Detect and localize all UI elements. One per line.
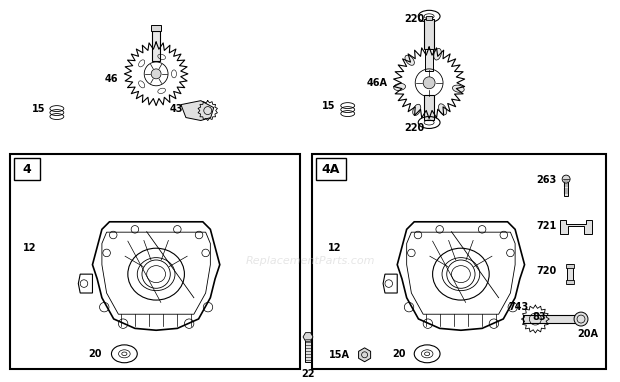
Polygon shape: [78, 274, 92, 293]
Bar: [425, 49, 433, 71]
Bar: [566, 264, 574, 269]
Bar: [316, 158, 346, 180]
Polygon shape: [181, 101, 214, 120]
Text: 220: 220: [404, 123, 424, 133]
Bar: [523, 315, 578, 323]
Polygon shape: [303, 333, 313, 341]
Text: 220: 220: [404, 14, 424, 24]
Bar: [14, 158, 40, 180]
Text: 46A: 46A: [366, 78, 388, 88]
Bar: [10, 154, 300, 369]
Ellipse shape: [453, 85, 464, 92]
Circle shape: [423, 77, 435, 89]
Text: 20: 20: [392, 349, 405, 359]
Text: 15A: 15A: [329, 350, 350, 360]
Ellipse shape: [434, 49, 441, 60]
Text: 721: 721: [536, 221, 556, 231]
Bar: [152, 31, 160, 61]
Text: 22: 22: [301, 369, 315, 379]
Polygon shape: [560, 220, 592, 234]
Ellipse shape: [405, 55, 414, 65]
Text: 4A: 4A: [322, 163, 340, 176]
Text: ReplacementParts.com: ReplacementParts.com: [246, 256, 374, 267]
Circle shape: [151, 69, 161, 79]
Text: 43: 43: [169, 104, 183, 113]
Text: 20: 20: [88, 349, 102, 359]
Text: 20A: 20A: [577, 329, 598, 339]
Text: 263: 263: [536, 175, 556, 185]
Bar: [151, 25, 161, 31]
Text: 720: 720: [536, 266, 556, 277]
Text: 743: 743: [508, 302, 528, 312]
Ellipse shape: [438, 104, 447, 115]
Text: 83: 83: [533, 312, 546, 322]
Text: 46: 46: [105, 74, 118, 84]
Ellipse shape: [574, 312, 588, 326]
Polygon shape: [397, 222, 525, 330]
Bar: [424, 19, 434, 49]
Bar: [564, 180, 568, 196]
Circle shape: [562, 175, 570, 183]
Bar: [426, 16, 432, 20]
Polygon shape: [358, 348, 371, 362]
Polygon shape: [92, 222, 219, 330]
Bar: [312, 154, 606, 369]
Polygon shape: [383, 274, 397, 293]
Text: 12: 12: [24, 243, 37, 253]
Ellipse shape: [394, 83, 405, 91]
Bar: [566, 280, 574, 284]
Text: 12: 12: [328, 243, 342, 253]
Bar: [424, 95, 434, 120]
Text: 15: 15: [32, 104, 45, 113]
Ellipse shape: [413, 104, 421, 115]
Text: 4: 4: [23, 163, 32, 176]
Bar: [305, 337, 311, 362]
Text: 15: 15: [322, 100, 336, 111]
Bar: [567, 264, 573, 284]
